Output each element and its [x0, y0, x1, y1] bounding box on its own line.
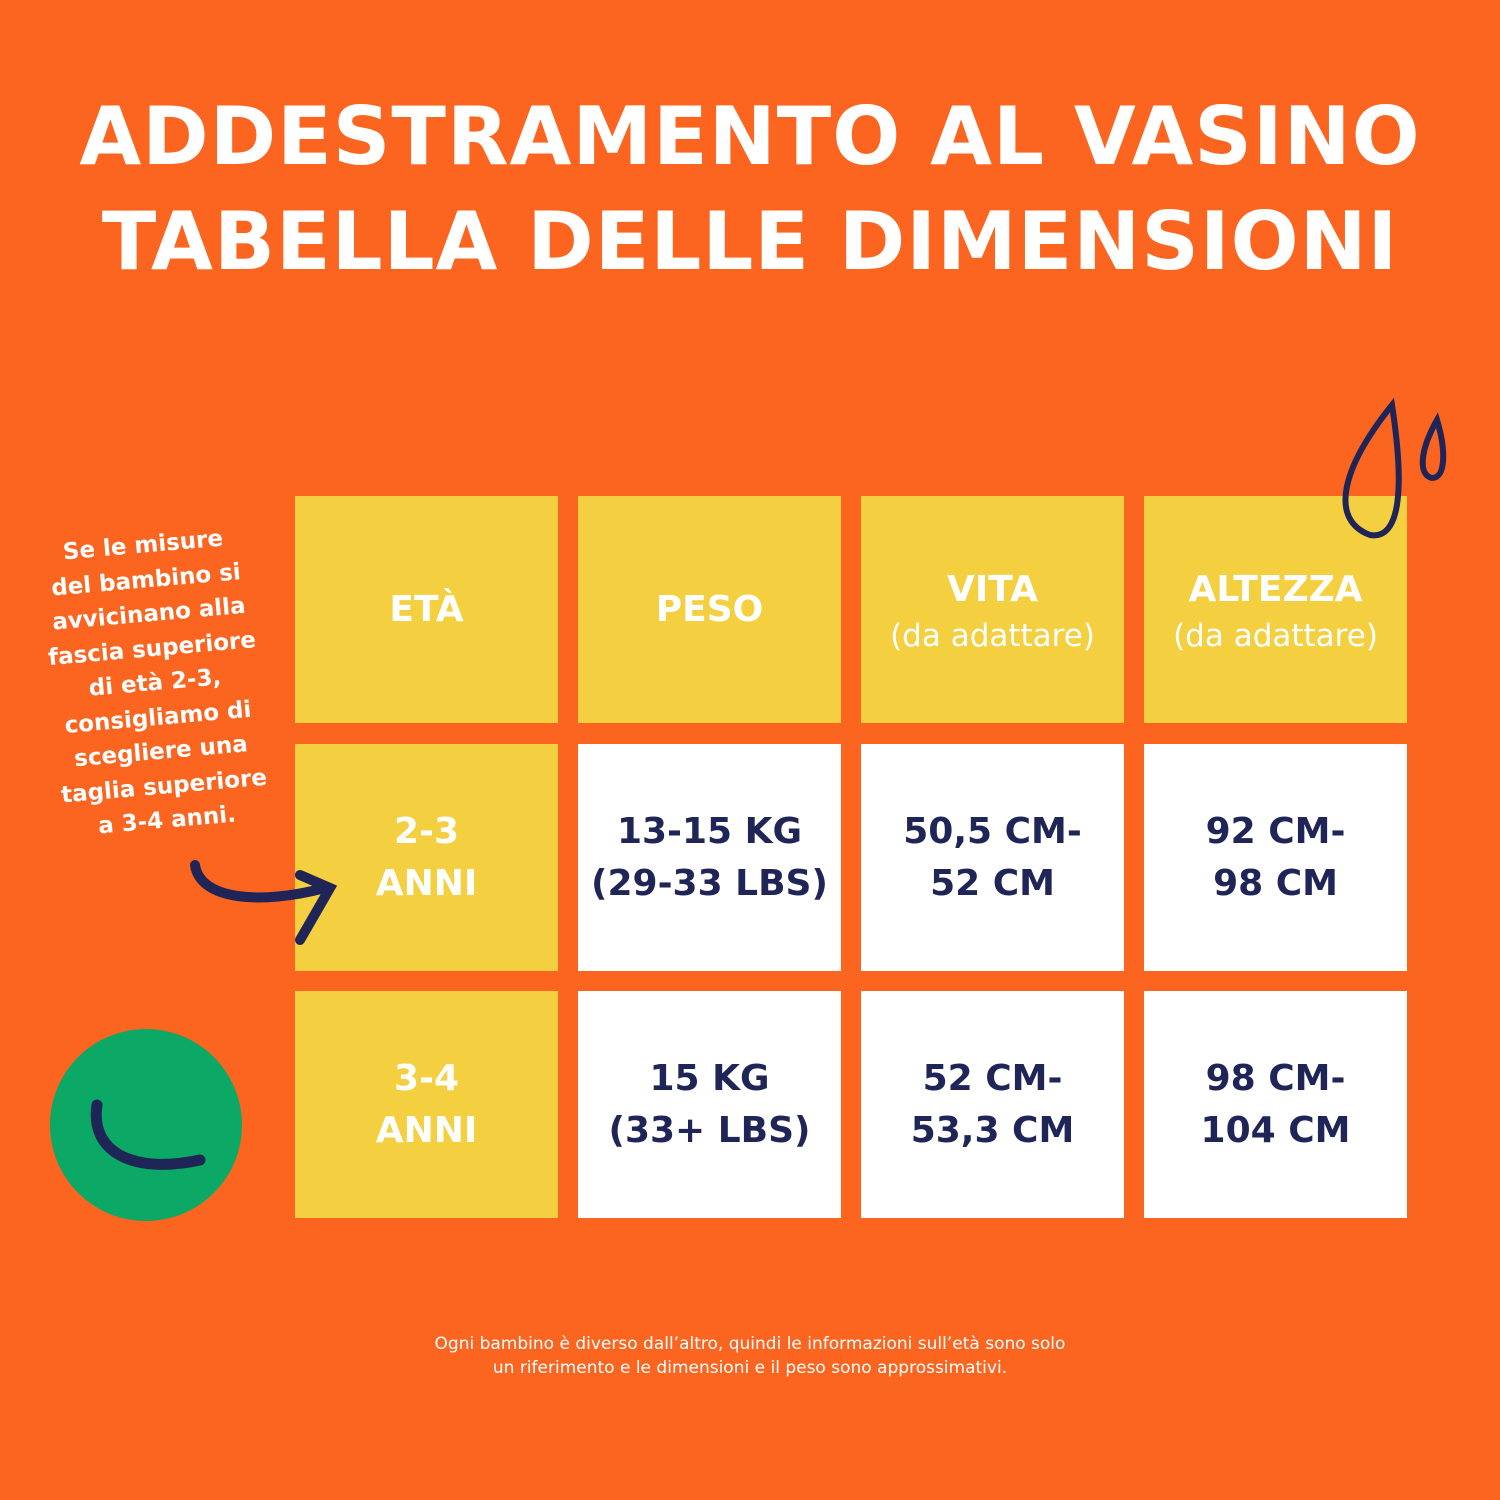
table-cell: VITA (da adattare)	[861, 496, 1124, 723]
cell-text: 52 CM-	[922, 1057, 1063, 1099]
cell-text: ALTEZZA	[1188, 568, 1363, 610]
cell-text: PESO	[655, 588, 764, 630]
cell-text: VITA	[947, 568, 1038, 610]
table-cell: 13-15 KG (29-33 LBS)	[578, 744, 841, 971]
table-cell: 52 CM- 53,3 CM	[861, 991, 1124, 1218]
cell-text: (da adattare)	[890, 617, 1095, 654]
table-cell: 2-3 ANNI	[295, 744, 558, 971]
table-cell: 15 KG (33+ LBS)	[578, 991, 841, 1218]
cell-text: (da adattare)	[1173, 617, 1378, 654]
cell-text: 98 CM-	[1205, 1057, 1346, 1099]
table-cell: PESO	[578, 496, 841, 723]
cell-text: ANNI	[375, 1109, 478, 1151]
table-cell: 98 CM- 104 CM	[1144, 991, 1407, 1218]
footnote-line: Ogni bambino è diverso dall’altro, quind…	[434, 1334, 1066, 1354]
cell-text: 98 CM	[1213, 862, 1338, 904]
logo-smile	[90, 1099, 206, 1170]
title-line: ADDESTRAMENTO AL VASINO	[79, 90, 1421, 183]
table-cell: 50,5 CM- 52 CM	[861, 744, 1124, 971]
cell-text: (33+ LBS)	[608, 1109, 811, 1151]
cell-text: 50,5 CM-	[903, 810, 1082, 852]
cell-text: ANNI	[375, 862, 478, 904]
cell-text: 3-4	[393, 1057, 460, 1099]
table-cell: ALTEZZA (da adattare)	[1144, 496, 1407, 723]
cell-text: 104 CM	[1200, 1109, 1351, 1151]
cell-text: 15 KG	[649, 1057, 770, 1099]
side-note: Se le misure del bambino si avvicinano all…	[7, 517, 303, 850]
table-cell: ETÀ	[295, 496, 558, 723]
cell-text: 13-15 KG	[616, 810, 803, 852]
cell-text: 52 CM	[930, 862, 1055, 904]
footnote: Ogni bambino è diverso dall’altro, quind…	[0, 1332, 1500, 1380]
title-line: TABELLA DELLE DIMENSIONI	[101, 195, 1399, 288]
table-cell: 3-4 ANNI	[295, 991, 558, 1218]
cell-text: 2-3	[393, 810, 460, 852]
cell-text: (29-33 LBS)	[591, 862, 828, 904]
cell-text: 92 CM-	[1205, 810, 1346, 852]
table-cell: 92 CM- 98 CM	[1144, 744, 1407, 971]
footnote-line: un riferimento e le dimensioni e il peso…	[492, 1358, 1008, 1378]
cell-text: ETÀ	[389, 588, 464, 630]
drop-icon	[1419, 412, 1447, 482]
cell-text: 53,3 CM	[910, 1109, 1075, 1151]
logo-circle	[50, 1029, 242, 1221]
